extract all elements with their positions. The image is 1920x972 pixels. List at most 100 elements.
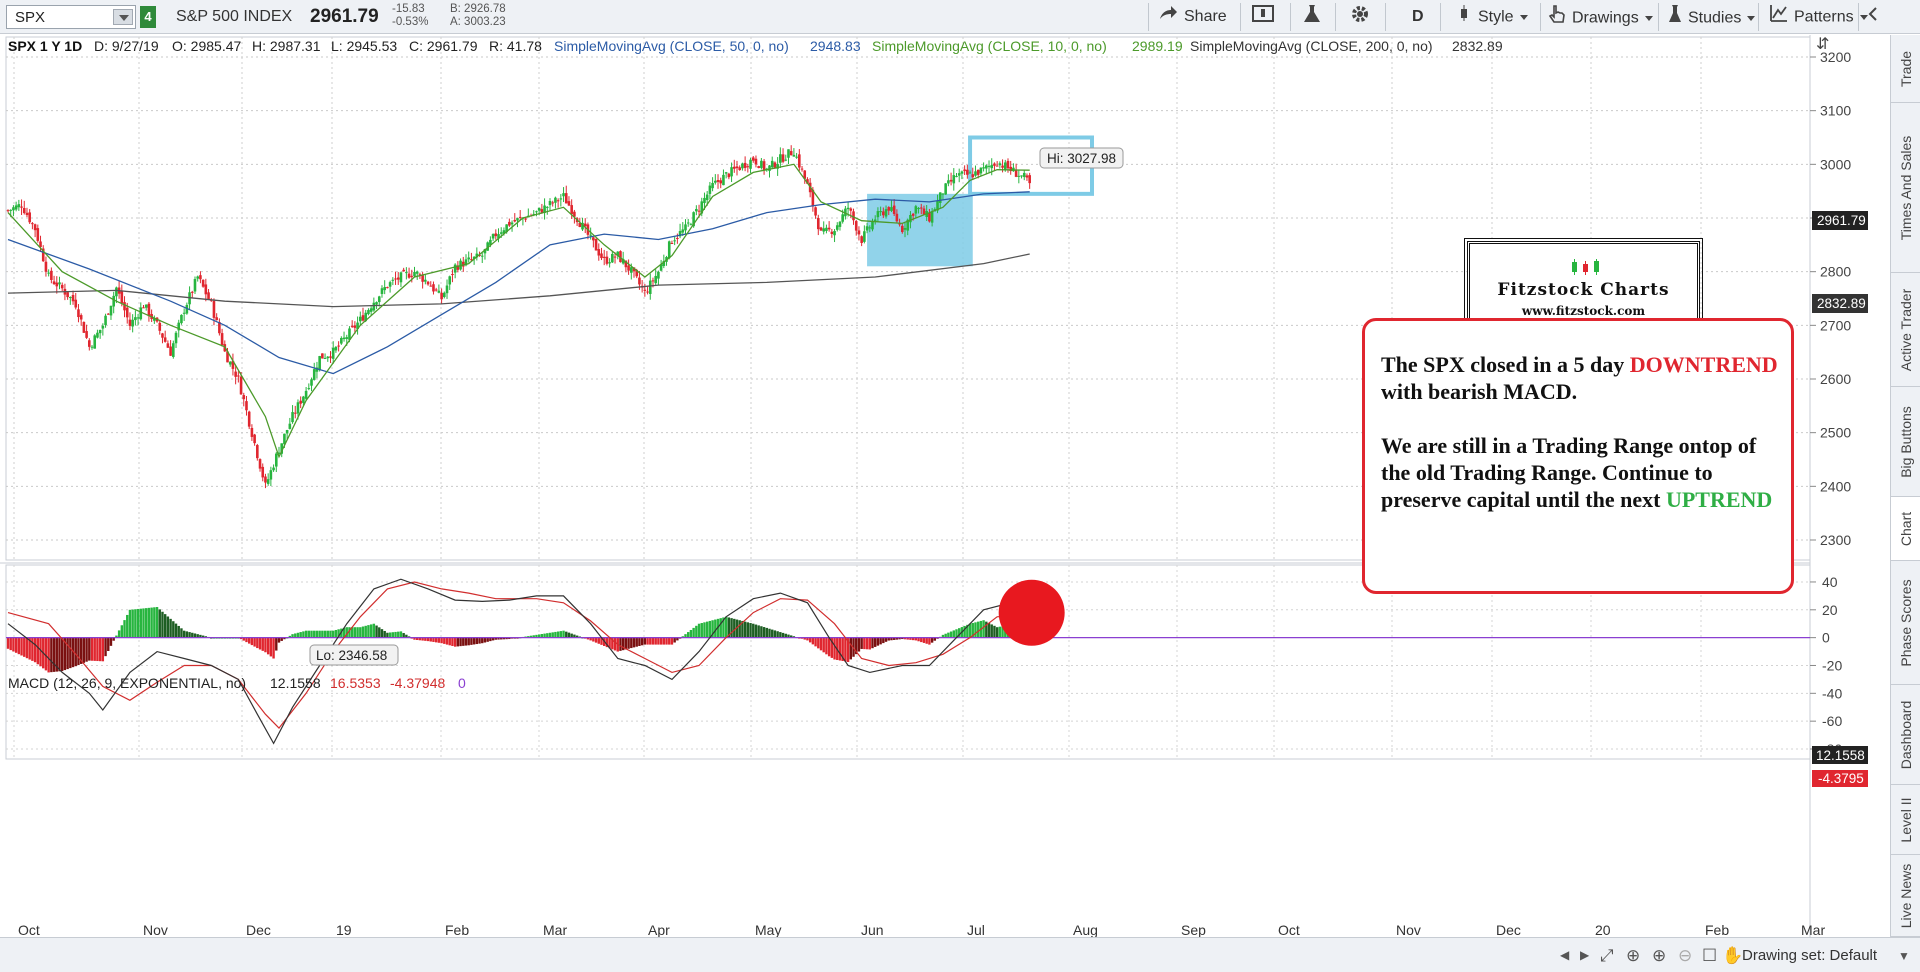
candle-body — [518, 216, 522, 218]
candle-body — [144, 304, 148, 308]
candle-body — [269, 470, 273, 480]
candle-body — [844, 208, 847, 217]
macd-histogram-bar — [527, 636, 530, 638]
macd-histogram-bar — [462, 637, 465, 646]
candle-body — [985, 165, 988, 169]
candle-body — [819, 227, 823, 231]
candle-body — [20, 206, 23, 208]
zoom-in-icon[interactable]: ⊕ — [1652, 946, 1667, 965]
candle-body — [350, 325, 354, 327]
tab-level-ii[interactable]: Level II — [1891, 785, 1920, 855]
candle-body — [196, 276, 199, 279]
macd-histogram-bar — [565, 631, 568, 638]
candle-body — [497, 234, 500, 239]
candle-body — [919, 207, 923, 209]
reset-zoom-icon[interactable]: ☐ — [1702, 946, 1718, 965]
bar-range: R: 41.78 — [489, 38, 542, 54]
macd-histogram-bar — [752, 623, 755, 638]
style-label: Style — [1478, 8, 1514, 26]
crosshair-icon[interactable]: ⊕ — [1626, 946, 1641, 965]
chevron-left-icon — [1868, 4, 1878, 30]
candle-body — [204, 284, 208, 295]
x-tick-label: Feb — [1705, 922, 1729, 937]
pan-hand-icon[interactable]: ✋ — [1722, 946, 1744, 965]
macd-histogram-bar — [451, 637, 454, 646]
macd-histogram-bar — [771, 629, 774, 638]
candle-body — [128, 319, 132, 326]
lab-button[interactable] — [1303, 4, 1327, 30]
candle-body — [207, 292, 210, 299]
candle-body — [467, 257, 470, 260]
chart-area[interactable]: 2300240025002600270028002900300031003200… — [0, 35, 1890, 937]
chevron-down-icon[interactable]: ▼ — [1898, 949, 1910, 963]
symbol-input[interactable]: SPX — [6, 5, 136, 29]
candle-body — [784, 159, 788, 161]
tab-times-and-sales[interactable]: Times And Sales — [1891, 103, 1920, 273]
tab-phase-scores-label: Phase Scores — [1898, 578, 1914, 667]
style-button[interactable]: Style — [1458, 4, 1528, 30]
candle-body — [995, 165, 999, 167]
symbol-dropdown-button[interactable] — [113, 9, 133, 25]
candle-body — [909, 215, 912, 223]
macd-histogram-bar — [180, 628, 183, 638]
tab-phase-scores[interactable]: Phase Scores — [1891, 561, 1920, 685]
chart-settings-flag-button[interactable] — [1252, 4, 1280, 30]
calendar-flag-icon — [1252, 4, 1274, 31]
sma50-value: 2948.83 — [810, 38, 861, 54]
candle-body — [524, 218, 527, 220]
candle-body — [789, 151, 793, 156]
candle-body — [25, 212, 29, 216]
macd-histogram-bar — [196, 634, 199, 638]
toolbar-collapse-button[interactable] — [1868, 4, 1884, 30]
macd-histogram-bar — [592, 637, 595, 642]
macd-histogram-bar — [256, 637, 259, 649]
zoom-out-icon[interactable]: ⊖ — [1678, 946, 1693, 965]
settings-button[interactable] — [1350, 4, 1376, 30]
macd-histogram-bar — [126, 614, 129, 638]
macd-histogram-bar — [483, 637, 487, 643]
share-button[interactable]: Share — [1158, 4, 1227, 30]
macd-histogram-bar — [532, 635, 535, 638]
tab-live-news[interactable]: Live News — [1891, 855, 1920, 937]
candle-body — [440, 292, 443, 300]
period-button[interactable]: D — [1412, 8, 1424, 25]
scroll-left-icon[interactable]: ◀ — [1560, 948, 1570, 962]
drawings-button[interactable]: Drawings — [1548, 4, 1653, 30]
candle-body — [865, 226, 869, 231]
scroll-right-icon[interactable]: ▶ — [1580, 948, 1590, 962]
candle-body — [976, 169, 980, 175]
tab-dashboard[interactable]: Dashboard — [1891, 685, 1920, 785]
macd-histogram-bar — [142, 608, 145, 638]
tab-active-trader[interactable]: Active Trader — [1891, 273, 1920, 387]
candle-body — [876, 211, 880, 218]
macd-histogram-bar — [841, 637, 844, 662]
macd-histogram-bar — [855, 637, 858, 655]
macd-histogram-bar — [700, 623, 703, 638]
candle-body — [833, 231, 836, 236]
macd-histogram-bar — [635, 637, 638, 647]
uptrend-word: UPTREND — [1665, 487, 1773, 512]
studies-button[interactable]: Studies — [1668, 4, 1756, 30]
candle-body — [556, 200, 560, 202]
expand-icon[interactable]: ⤢ — [1600, 946, 1614, 965]
candle-body — [315, 367, 319, 372]
svg-text:⇵: ⇵ — [1816, 35, 1829, 53]
candle-body — [353, 325, 357, 328]
candle-body — [795, 156, 798, 158]
patterns-button[interactable]: Patterns — [1770, 4, 1868, 30]
candle-body — [936, 200, 939, 211]
macd-histogram-bar — [741, 620, 744, 638]
link-group-badge[interactable]: 4 — [140, 6, 156, 28]
tab-big-buttons[interactable]: Big Buttons — [1891, 387, 1920, 497]
chevron-down-icon — [1644, 16, 1653, 21]
drawing-set-selector[interactable]: Drawing set: Default — [1742, 947, 1878, 964]
candle-body — [695, 208, 698, 212]
commentary-box: The SPX closed in a 5 day DOWNTREND with… — [1362, 318, 1794, 594]
tab-chart[interactable]: Chart — [1891, 497, 1920, 561]
candle-body — [17, 204, 21, 208]
candle-body — [470, 259, 473, 261]
axis-scale-icon[interactable]: ⇵ — [1816, 35, 1829, 53]
tab-trade[interactable]: Trade — [1891, 35, 1920, 103]
macd-histogram-bar — [505, 637, 508, 640]
candle-body — [443, 292, 446, 298]
